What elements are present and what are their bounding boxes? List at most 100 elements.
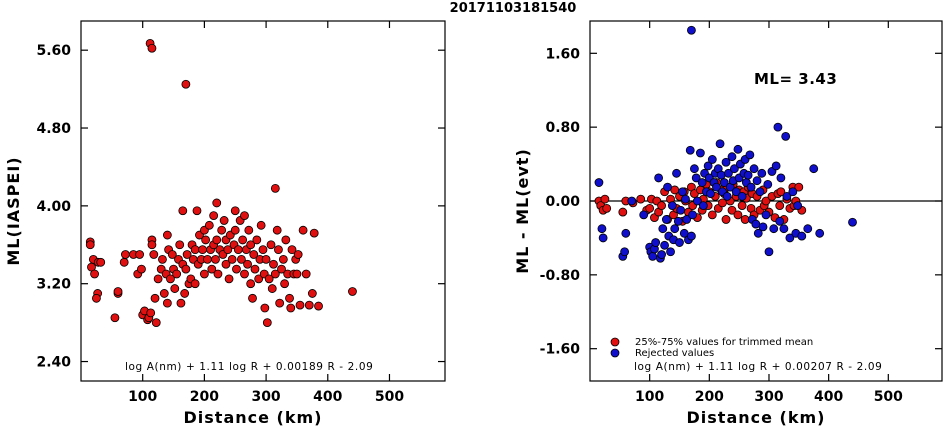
data-point xyxy=(209,211,219,220)
data-point xyxy=(654,173,664,183)
y-tick-label: -1.60 xyxy=(540,342,581,358)
y-tick-label: -0.80 xyxy=(540,268,581,284)
data-point xyxy=(753,228,763,238)
data-point xyxy=(755,187,765,197)
data-point xyxy=(657,250,666,259)
data-point xyxy=(737,191,747,201)
data-point xyxy=(240,269,249,279)
data-point xyxy=(190,279,200,289)
data-point xyxy=(219,216,229,225)
data-point xyxy=(727,152,737,162)
data-point xyxy=(137,264,146,274)
data-point xyxy=(745,150,755,160)
data-point xyxy=(706,189,715,199)
data-point xyxy=(158,254,167,264)
data-point xyxy=(309,228,319,238)
data-point xyxy=(763,179,773,189)
data-point xyxy=(797,231,807,241)
data-point xyxy=(788,187,798,197)
data-point xyxy=(724,168,733,178)
data-point xyxy=(295,300,305,310)
data-point xyxy=(250,264,260,274)
data-point xyxy=(212,235,222,245)
y-tick-label: 2.40 xyxy=(36,355,71,371)
data-point xyxy=(761,196,771,206)
data-point xyxy=(262,318,272,328)
data-point xyxy=(602,203,612,213)
x-tick-label: 500 xyxy=(375,389,404,405)
y-tick-label: 0.00 xyxy=(545,194,580,210)
x-tick-label: 100 xyxy=(128,389,157,405)
data-point xyxy=(167,250,177,259)
data-point xyxy=(153,274,163,284)
data-point xyxy=(681,194,690,204)
data-point xyxy=(204,220,214,230)
data-point xyxy=(687,231,696,241)
data-point xyxy=(254,274,264,284)
data-point xyxy=(636,194,646,204)
data-point xyxy=(190,245,200,255)
data-point xyxy=(207,264,217,274)
data-point xyxy=(192,206,202,216)
y-axis-label: ML - ML(evt) xyxy=(513,148,532,274)
data-point xyxy=(793,201,803,211)
data-point xyxy=(264,274,274,284)
data-point xyxy=(764,247,774,257)
data-point xyxy=(707,155,717,164)
data-point xyxy=(675,238,684,247)
x-axis-label: Distance (km) xyxy=(687,408,826,427)
data-point xyxy=(281,235,291,245)
x-axis-label: Distance (km) xyxy=(184,408,323,427)
data-point xyxy=(270,183,280,193)
data-point xyxy=(201,235,211,245)
data-point xyxy=(658,224,668,234)
data-point xyxy=(298,225,308,235)
data-point xyxy=(771,161,781,171)
data-point xyxy=(261,254,271,264)
data-point xyxy=(252,235,262,245)
data-point xyxy=(781,131,791,141)
data-point xyxy=(667,201,677,211)
left-scatter-panel: 2.40 3.20 4.00 4.80 5.60 100 200 300 400 500 Dista… xyxy=(4,20,446,427)
data-point xyxy=(727,205,737,215)
data-point xyxy=(292,269,302,279)
data-point xyxy=(232,264,241,274)
data-point xyxy=(721,215,731,224)
formula-annotation: log A(nm) + 1.11 log R + 0.00207 R - 2.0… xyxy=(634,361,882,373)
y-tick-label: 3.20 xyxy=(36,277,71,293)
data-point xyxy=(307,289,317,298)
data-point xyxy=(594,178,604,187)
data-point xyxy=(199,269,209,279)
data-point xyxy=(785,233,795,243)
data-point xyxy=(150,293,160,303)
y-tick-label: 4.00 xyxy=(36,199,71,215)
data-point xyxy=(698,201,708,211)
data-point xyxy=(733,144,743,154)
data-point xyxy=(670,224,680,234)
data-point xyxy=(178,206,188,216)
right-scatter-panel: -1.60 -0.80 0.00 0.80 1.60 100 200 300 400 500 Dis… xyxy=(513,20,943,427)
data-point xyxy=(280,279,289,289)
data-point xyxy=(286,303,296,313)
data-point xyxy=(743,170,753,180)
data-point xyxy=(151,318,161,328)
data-point xyxy=(246,279,256,289)
data-point xyxy=(267,284,277,293)
data-point xyxy=(697,178,707,187)
data-point xyxy=(645,203,655,213)
data-point xyxy=(113,287,123,296)
x-tick-label: 100 xyxy=(635,389,664,405)
data-point xyxy=(233,245,243,255)
data-point xyxy=(314,301,323,311)
data-point xyxy=(181,79,191,89)
data-point xyxy=(707,210,717,220)
data-point xyxy=(217,225,227,235)
data-point xyxy=(673,216,683,226)
data-point xyxy=(213,269,223,279)
data-point xyxy=(270,269,280,279)
y-tick-label: 0.80 xyxy=(545,120,580,136)
data-point xyxy=(776,187,786,197)
data-point xyxy=(600,194,610,204)
data-point xyxy=(176,298,186,308)
data-point xyxy=(703,161,713,171)
